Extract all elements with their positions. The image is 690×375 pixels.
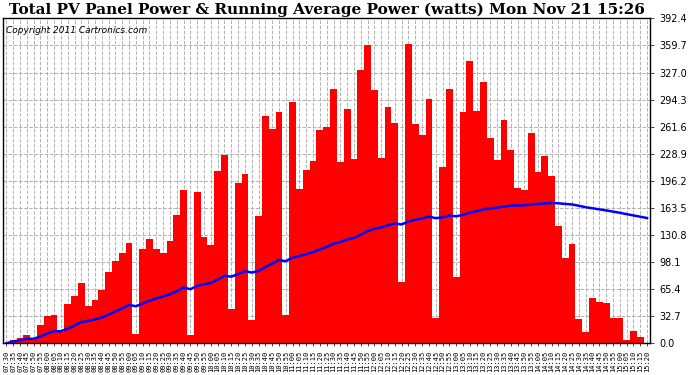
Bar xyxy=(194,192,201,344)
Bar xyxy=(71,296,78,344)
Bar xyxy=(37,325,44,344)
Bar xyxy=(473,111,480,344)
Bar xyxy=(371,90,378,344)
Bar xyxy=(542,156,549,344)
Bar xyxy=(248,320,255,344)
Bar xyxy=(623,340,630,344)
Bar xyxy=(555,226,562,344)
Bar xyxy=(57,332,64,344)
Bar xyxy=(310,161,317,344)
Bar xyxy=(269,129,275,344)
Bar xyxy=(78,283,85,344)
Bar xyxy=(569,244,575,344)
Bar xyxy=(159,253,166,344)
Bar xyxy=(419,135,426,344)
Bar xyxy=(289,102,296,344)
Bar xyxy=(275,112,282,344)
Bar xyxy=(139,249,146,344)
Bar xyxy=(50,315,57,344)
Bar xyxy=(105,272,112,344)
Bar xyxy=(330,89,337,344)
Bar xyxy=(303,170,310,344)
Bar xyxy=(235,183,242,344)
Bar xyxy=(221,155,228,344)
Bar xyxy=(208,245,215,344)
Bar xyxy=(466,61,473,344)
Bar xyxy=(228,309,235,344)
Bar xyxy=(589,298,596,344)
Bar xyxy=(344,109,351,344)
Bar xyxy=(180,190,187,344)
Bar xyxy=(357,70,364,344)
Bar xyxy=(132,334,139,344)
Bar xyxy=(337,162,344,344)
Bar xyxy=(637,338,644,344)
Bar xyxy=(500,120,507,344)
Bar xyxy=(514,188,521,344)
Bar xyxy=(535,172,542,344)
Text: Copyright 2011 Cartronics.com: Copyright 2011 Cartronics.com xyxy=(6,27,148,36)
Bar xyxy=(603,303,609,344)
Bar xyxy=(64,304,71,344)
Bar xyxy=(255,216,262,344)
Bar xyxy=(282,315,289,344)
Bar xyxy=(364,45,371,344)
Bar xyxy=(146,240,153,344)
Bar xyxy=(439,167,446,344)
Bar xyxy=(378,158,384,344)
Bar xyxy=(596,302,603,344)
Bar xyxy=(616,318,623,344)
Bar xyxy=(549,176,555,344)
Title: Total PV Panel Power & Running Average Power (watts) Mon Nov 21 15:26: Total PV Panel Power & Running Average P… xyxy=(9,3,644,17)
Bar xyxy=(10,340,17,344)
Bar xyxy=(187,335,194,344)
Bar xyxy=(480,82,487,344)
Bar xyxy=(460,112,466,344)
Bar xyxy=(119,253,126,344)
Bar xyxy=(528,134,535,344)
Bar xyxy=(507,150,514,344)
Bar xyxy=(92,300,99,344)
Bar xyxy=(23,335,30,344)
Bar xyxy=(317,130,324,344)
Bar xyxy=(433,318,439,344)
Bar xyxy=(85,306,92,344)
Bar xyxy=(30,339,37,344)
Bar xyxy=(391,123,398,344)
Bar xyxy=(166,241,173,344)
Bar xyxy=(44,316,50,344)
Bar xyxy=(262,116,269,344)
Bar xyxy=(521,190,528,344)
Bar xyxy=(562,258,569,344)
Bar xyxy=(487,138,493,344)
Bar xyxy=(453,277,460,344)
Bar xyxy=(405,44,412,344)
Bar xyxy=(201,237,208,344)
Bar xyxy=(384,106,391,344)
Bar xyxy=(17,338,23,344)
Bar xyxy=(493,160,500,344)
Bar xyxy=(126,243,132,344)
Bar xyxy=(324,128,330,344)
Bar xyxy=(426,99,433,344)
Bar xyxy=(241,174,248,344)
Bar xyxy=(609,318,616,344)
Bar xyxy=(173,215,180,344)
Bar xyxy=(153,249,159,344)
Bar xyxy=(398,282,405,344)
Bar xyxy=(575,319,582,344)
Bar xyxy=(446,89,453,344)
Bar xyxy=(112,261,119,344)
Bar xyxy=(296,189,303,344)
Bar xyxy=(99,290,105,344)
Bar xyxy=(582,332,589,344)
Bar xyxy=(630,332,637,344)
Bar xyxy=(412,124,419,344)
Bar xyxy=(351,159,357,344)
Bar xyxy=(215,171,221,344)
